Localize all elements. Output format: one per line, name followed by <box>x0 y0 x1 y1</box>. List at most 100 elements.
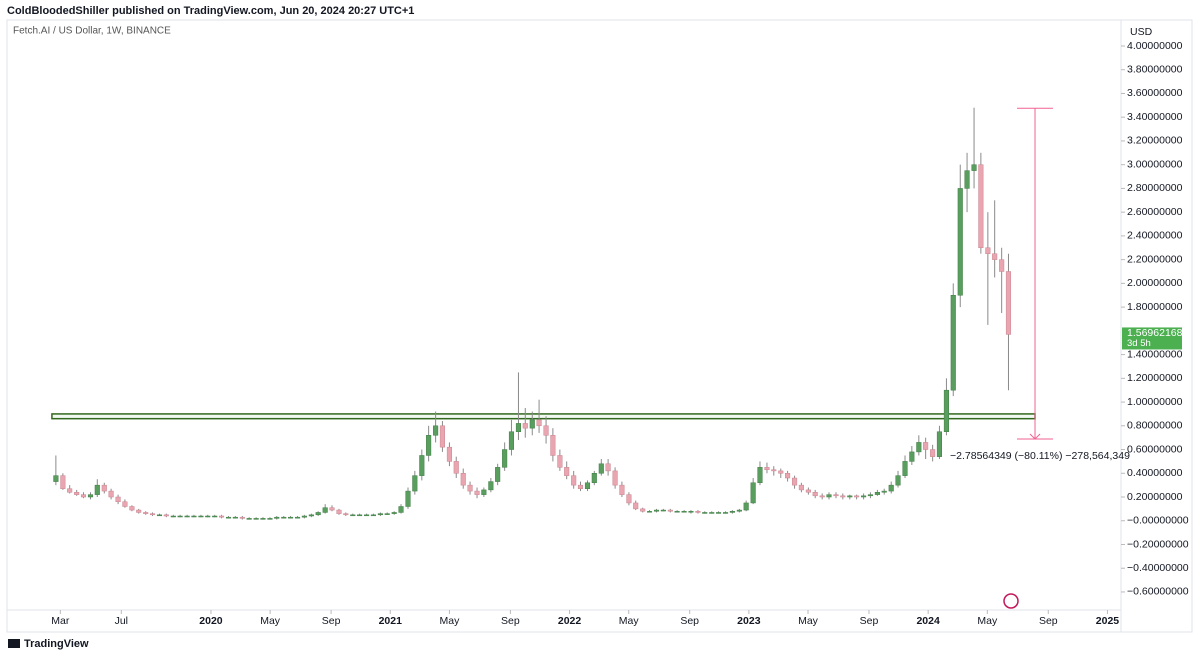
currency: USD <box>1130 26 1153 38</box>
candle-body <box>460 473 466 486</box>
candle-body <box>398 506 404 513</box>
candle-body <box>564 467 570 476</box>
candle-body <box>74 492 80 495</box>
candle-body <box>295 516 301 519</box>
candle-body <box>329 507 335 511</box>
candle-body <box>812 492 818 497</box>
candle-body <box>957 188 963 296</box>
candle-body <box>626 494 632 504</box>
x-tick-label: Sep <box>1039 615 1058 627</box>
y-tick-label: 3.80000000 <box>1127 64 1183 76</box>
candle-body <box>405 490 411 507</box>
candle-body <box>60 475 66 489</box>
candle-body <box>446 446 452 462</box>
x-tick-label: May <box>619 615 640 627</box>
candle-body <box>143 512 149 514</box>
x-tick-label: Sep <box>501 615 520 627</box>
last-price-box <box>1122 327 1182 350</box>
candle-body <box>867 494 873 497</box>
candle-body <box>916 442 922 453</box>
candle-body <box>377 513 383 516</box>
candle-body <box>322 507 328 513</box>
candle-body <box>798 484 804 491</box>
candle-body <box>232 516 238 519</box>
candle-body <box>571 475 577 486</box>
candle-body <box>722 512 729 514</box>
candle-body <box>936 431 942 457</box>
y-tick-label: 3.40000000 <box>1127 111 1183 123</box>
candle-body <box>819 495 825 498</box>
candle-body <box>426 435 432 456</box>
y-tick-label: 1.00000000 <box>1127 396 1183 408</box>
measure-arrow <box>1029 433 1041 440</box>
candle-body <box>681 511 687 513</box>
candle-body <box>315 512 321 516</box>
candle-body <box>992 253 998 260</box>
y-tick-label: 2.60000000 <box>1127 206 1183 218</box>
candle-body <box>633 502 639 510</box>
x-tick-label: 2020 <box>199 615 223 627</box>
candle-body <box>218 515 225 518</box>
candle-body <box>653 509 660 512</box>
candle-body <box>94 484 100 495</box>
x-tick-label: 2024 <box>916 615 940 627</box>
candle-body <box>156 514 163 517</box>
candle-body <box>239 516 245 519</box>
x-tick-label: 2021 <box>379 615 403 627</box>
candle-body <box>336 509 342 514</box>
candle-body <box>881 490 887 493</box>
candle-body <box>729 511 735 513</box>
candle-body <box>536 419 542 427</box>
candle-body <box>225 516 232 519</box>
candle-body <box>515 423 522 432</box>
candle-body <box>646 511 653 513</box>
candle-body <box>384 513 390 515</box>
candle-body <box>439 425 445 448</box>
y-tick-label: 1.40000000 <box>1127 348 1183 360</box>
candle-body <box>308 514 314 517</box>
symbol-title: Fetch.AI / US Dollar, 1W, BINANCE <box>13 26 171 37</box>
candle-body <box>764 467 770 470</box>
countdown: 3d 5h <box>1127 338 1151 349</box>
candle-body <box>412 475 418 492</box>
candle-body <box>584 482 591 489</box>
chart-frame <box>6 19 1193 633</box>
candle-body <box>778 470 784 474</box>
candle-body <box>902 461 908 476</box>
candle-body <box>253 518 259 520</box>
candle-body <box>184 515 190 518</box>
candle-body <box>350 514 356 517</box>
y-tick-label: 2.00000000 <box>1127 277 1183 289</box>
candle-body <box>281 516 287 519</box>
y-tick-label: 3.60000000 <box>1127 87 1183 99</box>
candle-body <box>792 477 798 486</box>
candle-body <box>971 164 977 171</box>
x-tick-label: Jul <box>115 615 128 627</box>
x-tick-label: Sep <box>680 615 699 627</box>
candle-body <box>736 509 742 512</box>
candle-body <box>840 495 846 498</box>
y-tick-label: −0.40000000 <box>1127 562 1189 574</box>
support-zone <box>51 413 1036 420</box>
candle-body <box>640 508 646 512</box>
candle-body <box>122 501 128 507</box>
candle-body <box>508 431 515 450</box>
x-tick-label: May <box>977 615 998 627</box>
y-tick-label: 4.00000000 <box>1127 40 1183 52</box>
candle-body <box>750 482 756 504</box>
y-tick-label: 2.80000000 <box>1127 182 1183 194</box>
candle-body <box>191 515 197 518</box>
alert-icon[interactable] <box>1003 593 1019 609</box>
candle-body <box>136 509 142 513</box>
candle-body <box>999 259 1005 272</box>
candle-body <box>550 435 556 456</box>
candle-body <box>343 513 349 516</box>
x-tick-label: Mar <box>51 615 70 627</box>
candle-body <box>674 511 680 513</box>
candle-body <box>667 509 673 512</box>
candle-body <box>502 449 508 468</box>
x-tick-label: Sep <box>322 615 341 627</box>
candle-body <box>108 490 114 498</box>
candle-body <box>757 467 763 484</box>
